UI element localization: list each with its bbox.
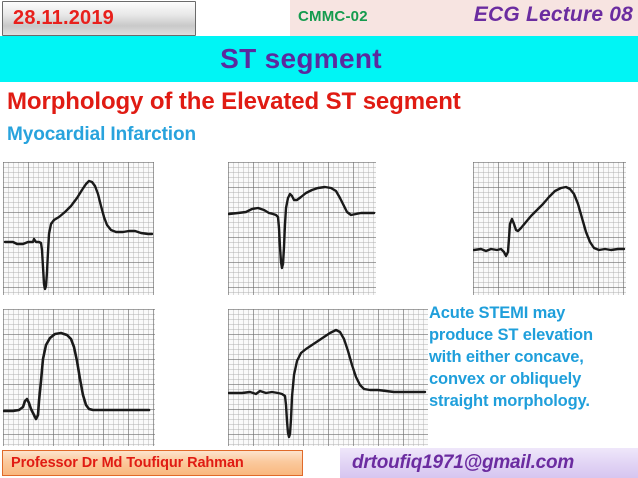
ecg-panel-3 xyxy=(473,162,626,295)
slide-title-band: ST segment xyxy=(0,36,638,82)
page-title: ST segment xyxy=(220,43,382,74)
ecg-tracing-3 xyxy=(473,162,626,295)
ecg-panel-1 xyxy=(3,162,154,295)
callout-line-4: convex or obliquely xyxy=(429,369,582,388)
subtitle-sub: Myocardial Infarction xyxy=(7,124,196,145)
ecg-tracing-2 xyxy=(228,162,376,295)
callout-text: Acute STEMI may produce ST elevation wit… xyxy=(429,303,635,413)
header-pink-band xyxy=(290,0,638,36)
ecg-tracing-5 xyxy=(228,309,428,446)
lecture-title-label: ECG Lecture 08 xyxy=(473,3,633,26)
ecg-panel-2 xyxy=(228,162,376,295)
ecg-panel-4 xyxy=(3,309,155,446)
subtitle-main: Morphology of the Elevated ST segment xyxy=(7,88,461,115)
ecg-tracing-4 xyxy=(3,309,155,446)
callout-line-3: with either concave, xyxy=(429,347,584,366)
date-box: 28.11.2019 xyxy=(2,1,196,36)
email-box: drtoufiq1971@gmail.com xyxy=(340,448,638,478)
callout-line-1: Acute STEMI may xyxy=(429,304,566,322)
course-code-label: CMMC-02 xyxy=(298,8,368,25)
presenter-box: Professor Dr Md Toufiqur Rahman xyxy=(2,450,303,476)
date-label: 28.11.2019 xyxy=(13,7,114,29)
ecg-panel-5 xyxy=(228,309,428,446)
ecg-tracing-1 xyxy=(3,162,154,295)
callout-line-5: straight morphology. xyxy=(429,391,590,410)
presenter-label: Professor Dr Md Toufiqur Rahman xyxy=(11,455,244,471)
email-label: drtoufiq1971@gmail.com xyxy=(352,452,575,473)
callout-line-2: produce ST elevation xyxy=(429,325,593,344)
